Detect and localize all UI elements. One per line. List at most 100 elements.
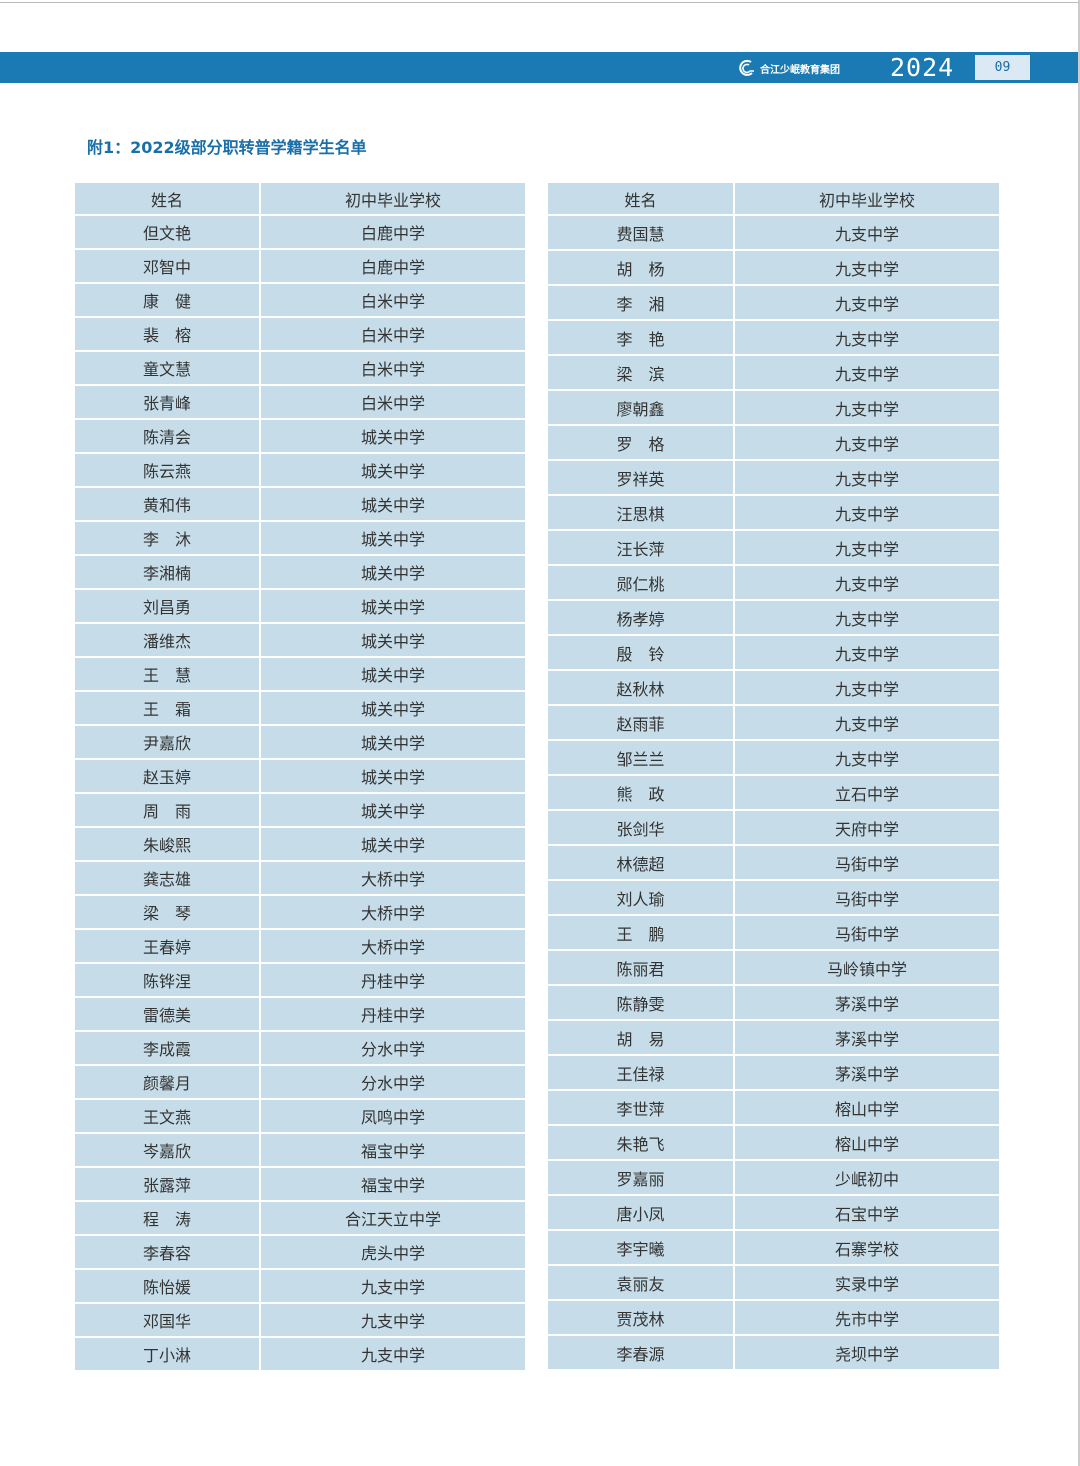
table-row: 王 慧城关中学 bbox=[75, 658, 525, 692]
school-name: 凤鸣中学 bbox=[261, 1100, 525, 1134]
student-name: 雷德美 bbox=[75, 998, 261, 1032]
table-row: 丁小淋 九支中学 bbox=[75, 1338, 525, 1372]
table-row: 罗 格九支中学 bbox=[548, 426, 999, 461]
student-name: 殷 铃 bbox=[548, 636, 735, 671]
table-row: 张剑华 天府中学 bbox=[548, 811, 999, 846]
student-name: 王文燕 bbox=[75, 1100, 261, 1134]
student-name: 陈静雯 bbox=[548, 986, 735, 1021]
table-row: 廖朝鑫 九支中学 bbox=[548, 391, 999, 426]
student-name: 罗祥英 bbox=[548, 461, 735, 496]
school-name: 分水中学 bbox=[261, 1066, 525, 1100]
student-name: 王佳禄 bbox=[548, 1056, 735, 1091]
school-name: 大桥中学 bbox=[261, 862, 525, 896]
table-row: 殷 铃九支中学 bbox=[548, 636, 999, 671]
table-row: 唐小凤 石宝中学 bbox=[548, 1196, 999, 1231]
table-row: 黄和伟 城关中学 bbox=[75, 488, 525, 522]
student-name: 费国慧 bbox=[548, 216, 735, 251]
student-name: 梁 滨 bbox=[548, 356, 735, 391]
top-border bbox=[0, 0, 1080, 3]
school-name: 九支中学 bbox=[735, 496, 999, 531]
table-row: 邓智中 白鹿中学 bbox=[75, 250, 525, 284]
table-row: 陈云燕 城关中学 bbox=[75, 454, 525, 488]
student-name: 李成霞 bbox=[75, 1032, 261, 1066]
table-row: 袁丽友 实录中学 bbox=[548, 1266, 999, 1301]
school-name: 虎头中学 bbox=[261, 1236, 525, 1270]
school-name: 福宝中学 bbox=[261, 1168, 525, 1202]
school-name: 城关中学 bbox=[261, 828, 525, 862]
student-name: 周 雨 bbox=[75, 794, 261, 828]
school-name: 实录中学 bbox=[735, 1266, 999, 1301]
student-name: 张剑华 bbox=[548, 811, 735, 846]
student-name: 陈丽君 bbox=[548, 951, 735, 986]
student-name: 李春容 bbox=[75, 1236, 261, 1270]
table-row: 贾茂林 先市中学 bbox=[548, 1301, 999, 1336]
school-name: 大桥中学 bbox=[261, 930, 525, 964]
table-row: 赵玉婷 城关中学 bbox=[75, 760, 525, 794]
student-name: 郧仁桃 bbox=[548, 566, 735, 601]
table-row: 岑嘉欣 福宝中学 bbox=[75, 1134, 525, 1168]
student-name: 黄和伟 bbox=[75, 488, 261, 522]
table-row: 王 鹏马街中学 bbox=[548, 916, 999, 951]
school-name: 城关中学 bbox=[261, 726, 525, 760]
table-row: 王文燕 凤鸣中学 bbox=[75, 1100, 525, 1134]
table-row: 李春源 尧坝中学 bbox=[548, 1336, 999, 1371]
table-row: 童文慧 白米中学 bbox=[75, 352, 525, 386]
school-name: 九支中学 bbox=[261, 1304, 525, 1338]
student-name: 袁丽友 bbox=[548, 1266, 735, 1301]
student-name: 邓国华 bbox=[75, 1304, 261, 1338]
school-name: 白米中学 bbox=[261, 352, 525, 386]
student-name: 童文慧 bbox=[75, 352, 261, 386]
student-name: 李春源 bbox=[548, 1336, 735, 1371]
table-row: 汪思棋 九支中学 bbox=[548, 496, 999, 531]
school-name: 九支中学 bbox=[735, 216, 999, 251]
student-name: 王春婷 bbox=[75, 930, 261, 964]
table-row: 李湘楠 城关中学 bbox=[75, 556, 525, 590]
student-name: 邓智中 bbox=[75, 250, 261, 284]
student-name: 李湘楠 bbox=[75, 556, 261, 590]
student-name: 胡 杨 bbox=[548, 251, 735, 286]
school-name: 白鹿中学 bbox=[261, 216, 525, 250]
year-label: 2024 bbox=[890, 53, 955, 82]
school-name: 天府中学 bbox=[735, 811, 999, 846]
school-name: 少岷初中 bbox=[735, 1161, 999, 1196]
school-name: 九支中学 bbox=[735, 601, 999, 636]
student-name: 陈清会 bbox=[75, 420, 261, 454]
student-table-right: 姓名 初中毕业学校 费国慧 九支中学胡 杨九支中学李 湘九支中学李 艳九支中学梁 … bbox=[548, 183, 999, 1371]
school-name: 九支中学 bbox=[735, 741, 999, 776]
school-name: 九支中学 bbox=[735, 251, 999, 286]
student-name: 赵雨菲 bbox=[548, 706, 735, 741]
table-row: 李成霞 分水中学 bbox=[75, 1032, 525, 1066]
student-name: 李 沐 bbox=[75, 522, 261, 556]
student-name: 康 健 bbox=[75, 284, 261, 318]
table-row: 梁 琴大桥中学 bbox=[75, 896, 525, 930]
header-school: 初中毕业学校 bbox=[735, 183, 999, 216]
school-name: 九支中学 bbox=[261, 1270, 525, 1304]
school-name: 茅溪中学 bbox=[735, 1021, 999, 1056]
school-name: 茅溪中学 bbox=[735, 1056, 999, 1091]
student-name: 赵玉婷 bbox=[75, 760, 261, 794]
table-row: 周 雨城关中学 bbox=[75, 794, 525, 828]
table-header-row: 姓名 初中毕业学校 bbox=[548, 183, 999, 216]
table-row: 胡 易茅溪中学 bbox=[548, 1021, 999, 1056]
table-row: 龚志雄 大桥中学 bbox=[75, 862, 525, 896]
table-row: 李 艳九支中学 bbox=[548, 321, 999, 356]
table-row: 邹兰兰 九支中学 bbox=[548, 741, 999, 776]
table-row: 刘人瑜 马街中学 bbox=[548, 881, 999, 916]
school-name: 尧坝中学 bbox=[735, 1336, 999, 1371]
school-name: 马街中学 bbox=[735, 881, 999, 916]
student-name: 刘昌勇 bbox=[75, 590, 261, 624]
school-name: 马街中学 bbox=[735, 916, 999, 951]
school-name: 马街中学 bbox=[735, 846, 999, 881]
table-row: 刘昌勇 城关中学 bbox=[75, 590, 525, 624]
table-row: 梁 滨九支中学 bbox=[548, 356, 999, 391]
table-row: 李 沐城关中学 bbox=[75, 522, 525, 556]
school-name: 城关中学 bbox=[261, 556, 525, 590]
student-name: 林德超 bbox=[548, 846, 735, 881]
table-row: 李春容 虎头中学 bbox=[75, 1236, 525, 1270]
header-name: 姓名 bbox=[75, 183, 261, 216]
table-row: 罗嘉丽 少岷初中 bbox=[548, 1161, 999, 1196]
school-name: 白米中学 bbox=[261, 284, 525, 318]
table-row: 胡 杨九支中学 bbox=[548, 251, 999, 286]
table-row: 王佳禄 茅溪中学 bbox=[548, 1056, 999, 1091]
org-name: 合江少岷教育集团 bbox=[760, 64, 840, 76]
